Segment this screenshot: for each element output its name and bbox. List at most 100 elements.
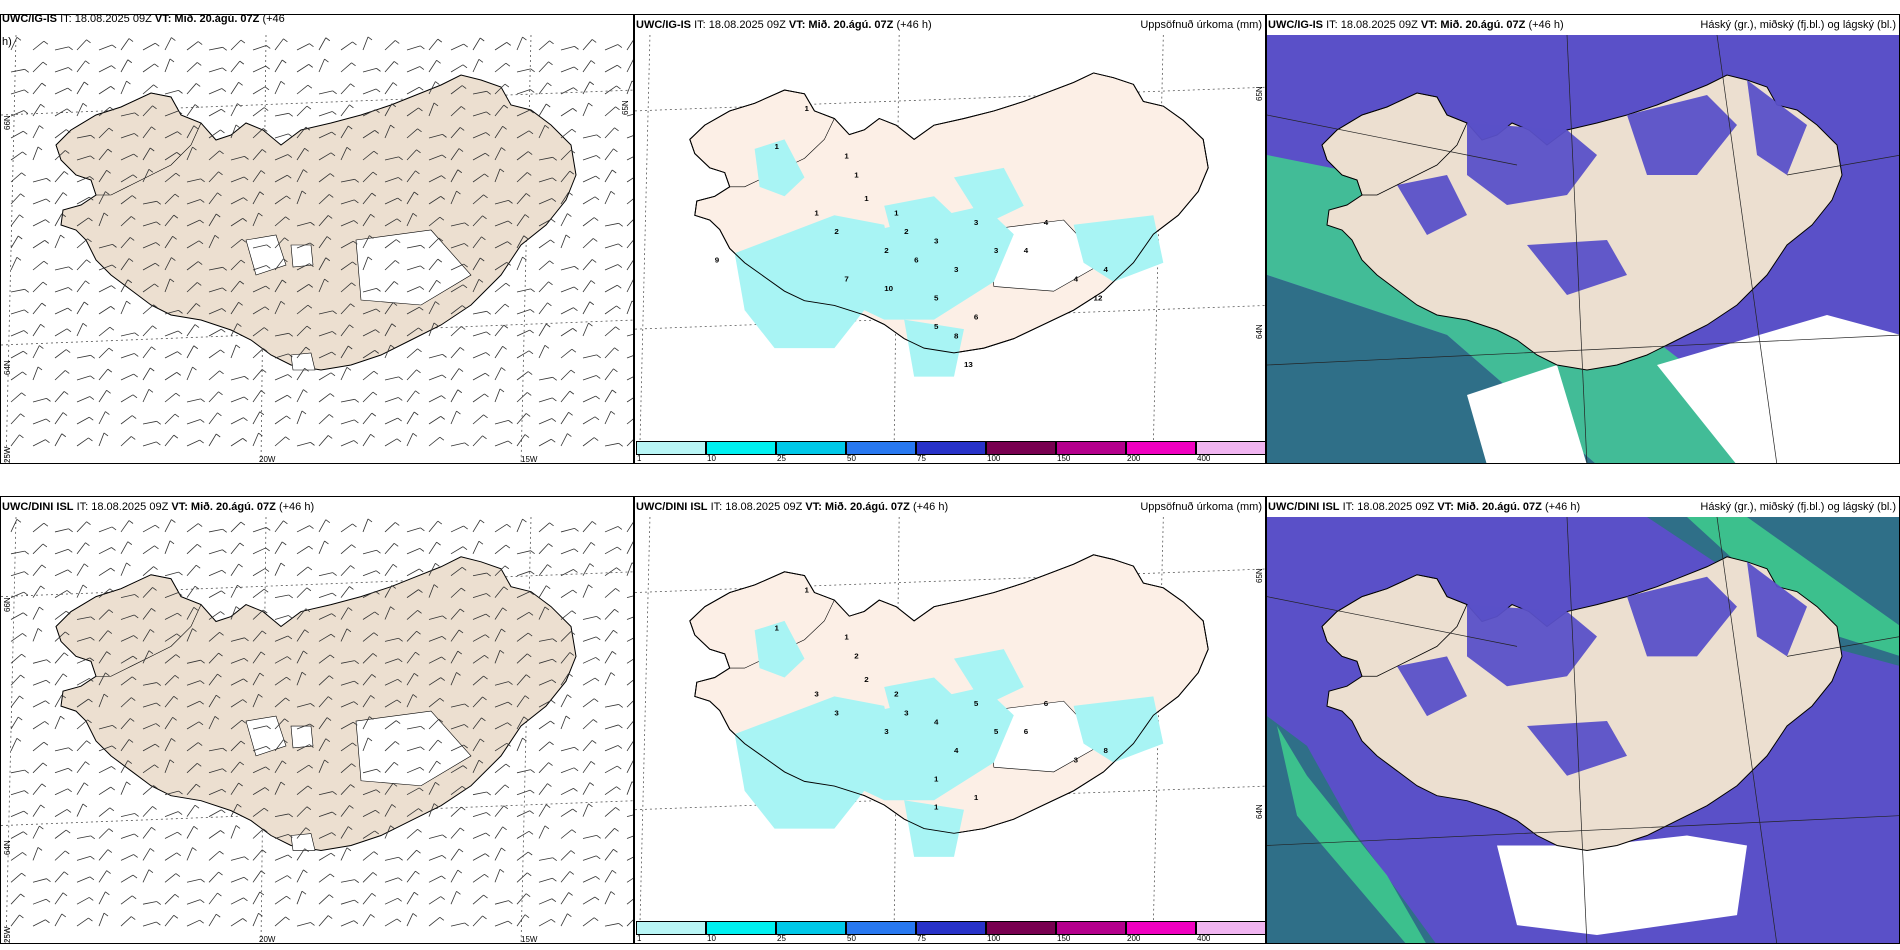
wind-barb (230, 918, 243, 927)
wind-barb (626, 877, 633, 883)
map-area: 20W 15W 66N 64N 25W 65N (1, 35, 633, 463)
wind-barb-feather (372, 171, 378, 176)
wind-barb-feather (235, 606, 241, 610)
wind-barb-feather (573, 569, 578, 573)
wind-barb-feather (309, 263, 314, 267)
wind-barb-feather (60, 715, 65, 720)
wind-barb (494, 805, 505, 817)
wind-barb (318, 894, 330, 905)
wind-barb-feather (593, 698, 599, 703)
wind-barb-feather (529, 570, 535, 575)
wind-barb-feather (222, 768, 227, 773)
wind-barb-feather (526, 872, 532, 877)
wind-barb (626, 376, 633, 381)
wind-barb-feather (244, 637, 249, 642)
wind-barb (186, 804, 196, 817)
wind-barb (10, 674, 21, 686)
wind-barb-feather (418, 589, 423, 593)
wind-barb-feather (221, 308, 227, 312)
wind-barb (230, 825, 237, 839)
wind-barb (516, 89, 531, 95)
wind-barb (472, 738, 481, 752)
wind-barb-feather (573, 66, 579, 71)
clear-sky-area (1657, 315, 1899, 463)
wind-barb (76, 521, 87, 533)
wind-barb (604, 389, 613, 403)
wind-barb (384, 177, 399, 183)
wind-barb (428, 237, 440, 249)
wind-barb-feather (371, 192, 377, 197)
wind-barb (252, 609, 264, 620)
wind-barb (582, 542, 592, 555)
wind-barb-feather (304, 147, 309, 152)
init-time: IT: 18.08.2025 09Z (1326, 19, 1418, 31)
wind-barb (274, 635, 289, 642)
wind-barb-feather (478, 278, 484, 283)
wind-barb-feather (131, 676, 137, 681)
wind-barb (76, 39, 87, 51)
wind-barb (54, 192, 64, 205)
wind-barb-feather (394, 40, 400, 44)
graticule-line (635, 568, 1265, 593)
precip-value-label: 3 (884, 727, 889, 736)
wind-barb (626, 239, 633, 249)
wind-barb (626, 279, 633, 293)
wind-barb (252, 766, 266, 774)
wind-barb-feather (420, 746, 425, 751)
wind-barb (252, 128, 264, 139)
wind-barb-feather (395, 239, 401, 243)
wind-barb-feather (155, 743, 160, 748)
wind-barb-feather (109, 326, 115, 331)
wind-barb (318, 372, 332, 381)
wind-barb (208, 913, 217, 927)
wind-barb (384, 376, 399, 381)
wind-barb-feather (463, 263, 468, 268)
wind-barb (164, 894, 176, 905)
wind-barb (582, 354, 597, 359)
wind-barb-feather (594, 677, 600, 682)
wind-barb (142, 63, 155, 73)
field-title: Háský (gr.), miðský (fj.bl.) og lágský (… (1700, 19, 1896, 31)
wind-barb (538, 804, 547, 817)
wind-barb-feather (436, 59, 441, 64)
wind-barb (252, 891, 261, 905)
wind-barb (604, 588, 616, 598)
wind-barb (538, 564, 548, 576)
wind-barb-feather (347, 345, 353, 350)
wind-barb (32, 240, 45, 249)
wind-barb-feather (173, 914, 179, 919)
wind-barb-feather (570, 369, 576, 374)
wind-barb-feather (111, 44, 117, 49)
wind-barb (54, 767, 69, 774)
wind-barb-feather (593, 917, 599, 922)
wind-barb-feather (458, 848, 464, 853)
wind-barb (428, 216, 441, 227)
wind-barb (340, 784, 351, 795)
wind-barb (208, 129, 221, 139)
wind-barb-feather (507, 920, 513, 925)
wind-barb-feather (111, 65, 116, 69)
wind-barb (98, 243, 113, 249)
wind-barb (142, 723, 157, 730)
wind-barb-feather (219, 150, 224, 155)
precip-value-label: 4 (934, 718, 939, 727)
wind-barb (208, 892, 218, 905)
wind-barb-feather (131, 195, 137, 199)
wind-barb-feather (151, 827, 156, 831)
wind-barb-feather (552, 638, 557, 643)
wind-barb-feather (486, 311, 491, 315)
field-title: Uppsöfnuð úrkoma (mm) (1140, 19, 1262, 31)
wind-barb (120, 781, 127, 795)
wind-barb-feather (243, 417, 248, 421)
wind-barb (604, 347, 615, 359)
wind-barb-feather (287, 635, 293, 640)
wind-barb-feather (89, 196, 94, 201)
wind-barb (10, 550, 25, 555)
glacier (355, 229, 472, 306)
wind-barb (604, 923, 619, 927)
wind-barb-feather (63, 652, 69, 657)
wind-barb-feather (108, 127, 114, 132)
wind-barb-feather (436, 541, 441, 546)
wind-barb (142, 848, 151, 861)
